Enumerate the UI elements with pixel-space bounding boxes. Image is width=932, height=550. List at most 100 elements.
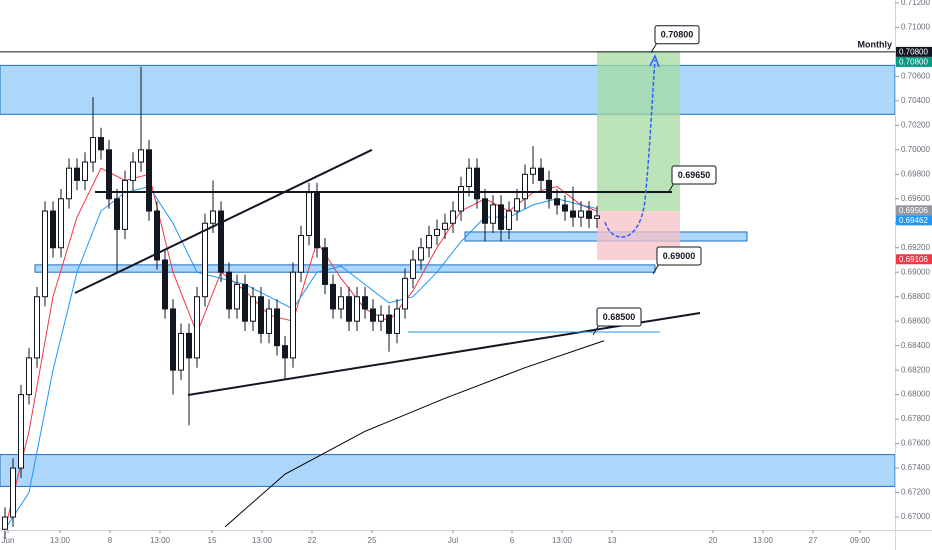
y-tick-label: 0.70600	[901, 71, 930, 80]
candle-body	[538, 167, 544, 181]
candle-body	[554, 198, 560, 206]
candle-body	[426, 235, 432, 249]
x-tick-label: 13:00	[753, 536, 774, 545]
candle-body	[258, 296, 264, 334]
x-tick-label: 09:00	[850, 536, 871, 545]
candle-body	[306, 192, 312, 237]
candle-body	[298, 235, 304, 273]
candle-body	[10, 467, 16, 518]
annotation-leader	[652, 263, 660, 275]
y-tick-label: 0.70000	[901, 145, 930, 154]
candle-body	[362, 296, 368, 310]
candle-body	[274, 308, 280, 347]
x-tick-label: 15	[208, 536, 217, 545]
candle-body	[458, 186, 464, 212]
candle-body	[106, 149, 112, 200]
candle-body	[314, 192, 320, 249]
y-tick-label: 0.67800	[901, 414, 930, 423]
candle-body	[266, 308, 272, 334]
candle-body	[210, 210, 216, 224]
candle-body	[354, 296, 360, 322]
candle-body	[482, 198, 488, 224]
annotation-label: 0.69000	[663, 251, 696, 261]
annotation-box	[654, 25, 700, 45]
x-tick-label: 25	[368, 536, 377, 545]
x-tick-label: Jul	[448, 536, 458, 545]
candle-body	[490, 204, 496, 224]
candle-body	[434, 228, 440, 237]
y-tick-label: 0.68200	[901, 365, 930, 374]
y-tick-label: 0.68600	[901, 316, 930, 325]
moving-average	[4, 185, 598, 530]
candle-body	[570, 210, 576, 218]
annotation-leader	[592, 324, 600, 336]
candle-body	[410, 259, 416, 279]
candle-body	[130, 161, 136, 181]
candle-body	[506, 210, 512, 230]
moving-average	[224, 340, 605, 528]
y-tick-label: 0.67600	[901, 439, 930, 448]
x-tick-label: 13	[608, 536, 617, 545]
y-tick-label: 0.70400	[901, 96, 930, 105]
candle-body	[594, 215, 600, 219]
y-tick-label: 0.69200	[901, 243, 930, 252]
annotation-leader	[667, 182, 675, 194]
y-tick-label: 0.71200	[901, 0, 930, 7]
candle-body	[450, 210, 456, 224]
x-tick-label: 22	[308, 536, 317, 545]
candle-body	[346, 296, 352, 322]
price-tag-label: 0.69106	[899, 255, 928, 264]
candle-body	[386, 314, 392, 334]
candle-body	[442, 222, 448, 230]
y-tick-label: 0.67400	[901, 463, 930, 472]
candle-body	[546, 179, 552, 200]
candle-body	[466, 167, 472, 188]
price-tag-label: 0.70800	[899, 48, 928, 57]
candle-body	[514, 198, 520, 212]
y-tick-label: 0.69000	[901, 267, 930, 276]
candle-body	[66, 167, 72, 200]
price-tag-label: 0.69506	[899, 206, 928, 215]
level-label: Monthly	[858, 39, 893, 49]
candle-body	[474, 167, 480, 200]
zone	[597, 50, 680, 212]
y-tick-label: 0.69600	[901, 194, 930, 203]
price-tag	[896, 56, 932, 67]
candle-body	[522, 173, 528, 200]
price-tag	[896, 215, 932, 226]
candle-body	[586, 210, 592, 219]
annotation-label: 0.70800	[661, 30, 694, 40]
candle-body	[402, 277, 408, 310]
y-tick-label: 0.68000	[901, 390, 930, 399]
candle-body	[234, 283, 240, 310]
candle-body	[34, 296, 40, 359]
candle-body	[138, 149, 144, 163]
candle-body	[202, 222, 208, 298]
annotation-box	[671, 165, 717, 185]
candle-body	[226, 271, 232, 310]
candle-body	[82, 161, 88, 181]
candle-body	[178, 332, 184, 371]
candle-body	[370, 308, 376, 322]
trendline	[74, 148, 373, 294]
candle-body	[2, 516, 8, 530]
zone	[0, 454, 896, 487]
y-tick-label: 0.69800	[901, 169, 930, 178]
candle-body	[50, 210, 56, 249]
price-tag-label: 0.70800	[899, 58, 928, 67]
candle-body	[322, 247, 328, 285]
candle-body	[194, 296, 200, 359]
candle-body	[114, 198, 120, 230]
y-tick-label: 0.68400	[901, 341, 930, 350]
annotation-leader	[650, 42, 658, 54]
x-tick-label: 8	[108, 536, 113, 545]
x-tick-label: Jun	[2, 536, 15, 545]
y-tick-label: 0.67000	[901, 512, 930, 521]
x-tick-label: 13:00	[50, 536, 71, 545]
price-tag	[896, 46, 932, 57]
x-tick-label: 27	[809, 536, 818, 545]
candle-body	[154, 210, 160, 261]
y-tick-label: 0.71000	[901, 23, 930, 32]
candle-body	[18, 394, 24, 469]
